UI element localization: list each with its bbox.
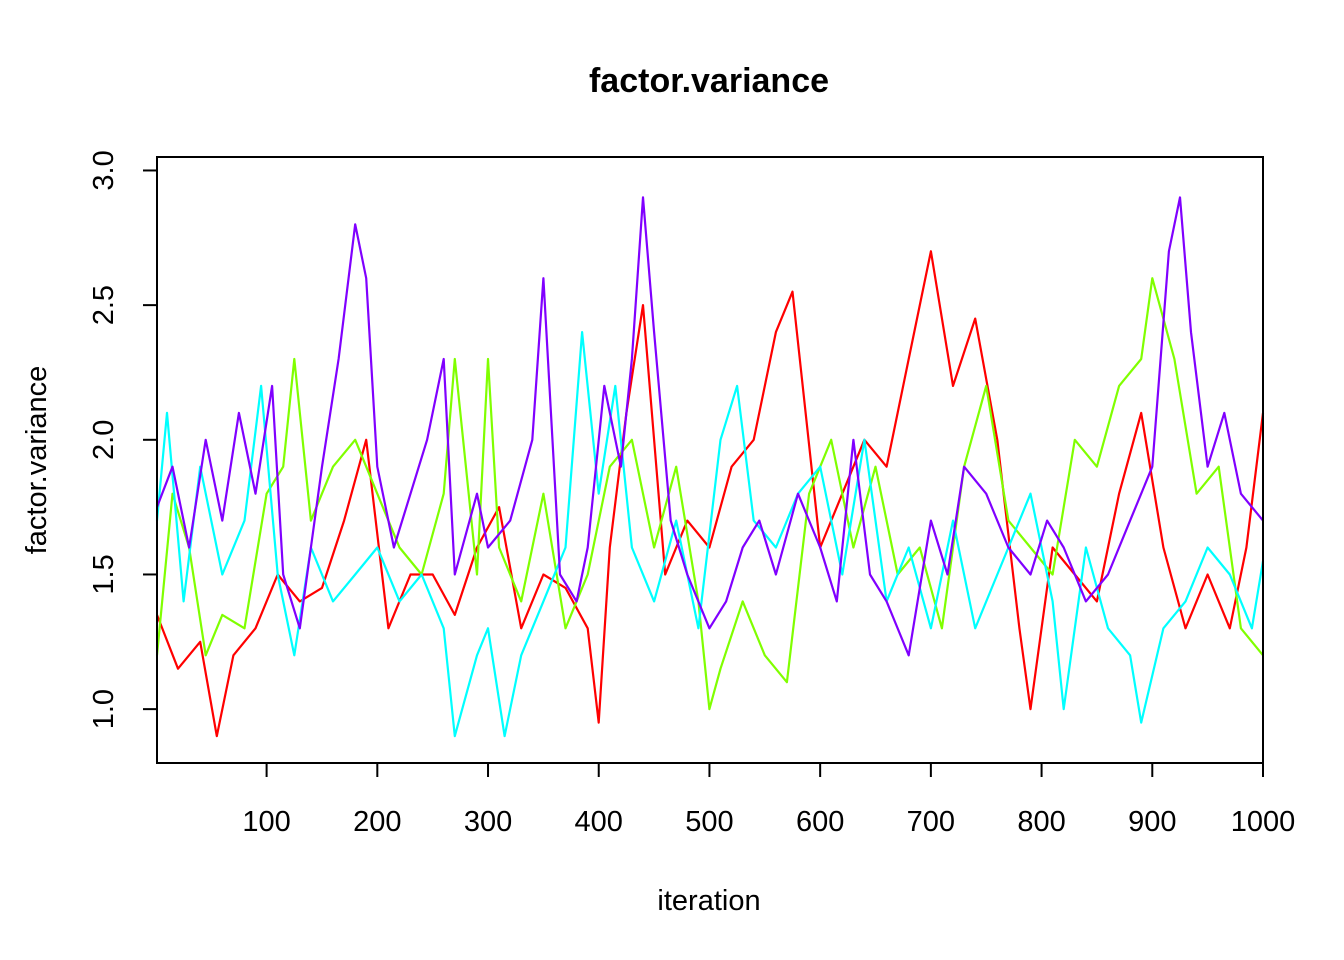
x-axis: 100 200 300 400 500 600 700 800 900 1000 bbox=[242, 762, 1296, 838]
series-group bbox=[155, 196, 1265, 738]
y-tick-label: 2.5 bbox=[88, 285, 120, 325]
x-tick-label: 700 bbox=[907, 806, 955, 838]
y-tick-label: 3.0 bbox=[88, 150, 120, 190]
series-line-3 bbox=[155, 331, 1265, 738]
x-tick-label: 500 bbox=[685, 806, 733, 838]
y-tick-label: 2.0 bbox=[88, 420, 120, 460]
y-axis: 1.0 1.5 2.0 2.5 3.0 bbox=[88, 150, 158, 729]
series-line-2 bbox=[155, 277, 1264, 711]
x-tick-label: 200 bbox=[353, 806, 401, 838]
y-axis-title: factor.variance bbox=[21, 366, 53, 555]
x-tick-label: 800 bbox=[1017, 806, 1065, 838]
x-tick-label: 1000 bbox=[1231, 806, 1296, 838]
series-line-1 bbox=[155, 250, 1265, 738]
x-tick-label: 300 bbox=[464, 806, 512, 838]
y-tick-label: 1.5 bbox=[88, 554, 120, 594]
x-tick-label: 600 bbox=[796, 806, 844, 838]
x-tick-label: 100 bbox=[242, 806, 290, 838]
chart-title: factor.variance bbox=[589, 62, 829, 100]
x-axis-title: iteration bbox=[657, 885, 760, 917]
x-tick-label: 900 bbox=[1128, 806, 1176, 838]
y-tick-label: 1.0 bbox=[88, 689, 120, 729]
x-tick-label: 400 bbox=[575, 806, 623, 838]
series-line-4 bbox=[155, 196, 1264, 657]
